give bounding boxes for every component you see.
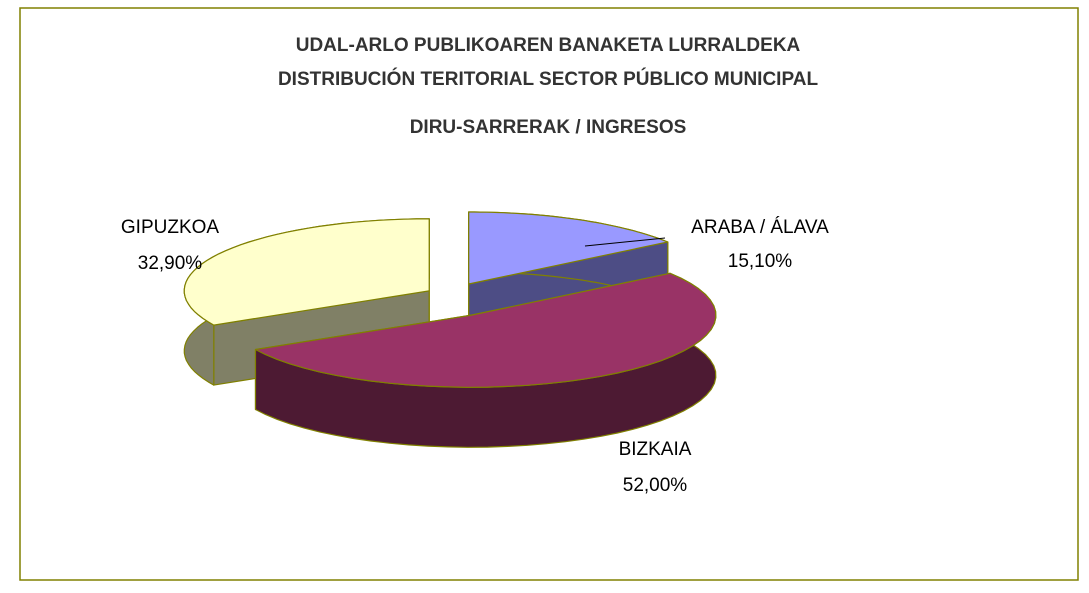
chart-title: UDAL-ARLO PUBLIKOAREN BANAKETA LURRALDEK… [296, 35, 801, 56]
value-label: 52,00% [623, 475, 688, 496]
chart-subtitle: DIRU-SARRERAK / INGRESOS [410, 117, 687, 138]
leader-line [584, 237, 666, 247]
value-label: 15,10% [728, 251, 793, 272]
category-label: ARABA / ÁLAVA [691, 217, 829, 238]
chart-title: DISTRIBUCIÓN TERITORIAL SECTOR PÚBLICO M… [278, 68, 819, 90]
slice [468, 211, 669, 285]
category-label: GIPUZKOA [121, 217, 220, 238]
slice [183, 218, 430, 326]
category-label: BIZKAIA [619, 439, 692, 460]
slice [254, 272, 717, 388]
value-label: 32,90% [138, 253, 203, 274]
